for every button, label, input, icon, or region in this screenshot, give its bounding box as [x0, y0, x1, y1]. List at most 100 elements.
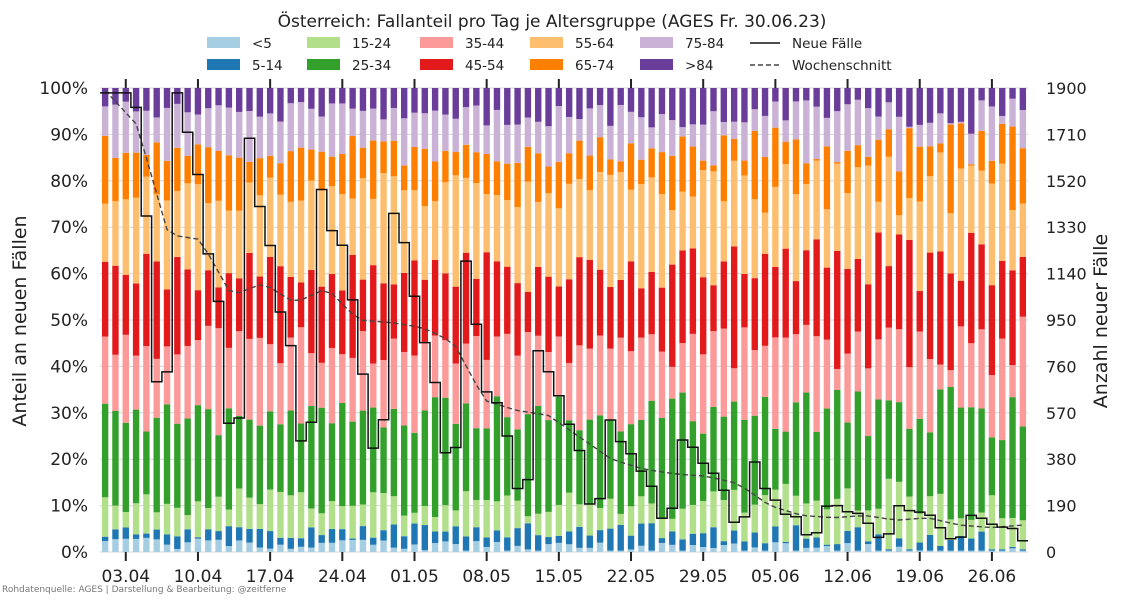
bar-segment-<5 [999, 550, 1006, 552]
bar-segment-25-34 [648, 400, 655, 504]
bar-segment->84 [978, 88, 985, 101]
bar-segment-25-34 [287, 410, 294, 496]
bar-segment-<5 [1009, 548, 1016, 552]
bar-segment-<5 [751, 547, 758, 552]
bar-segment-<5 [844, 543, 851, 552]
bar-segment-75-84 [823, 117, 831, 147]
bar-segment-75-84 [988, 106, 996, 161]
bar-segment-<5 [101, 540, 109, 552]
bar-segment-5-14 [308, 527, 315, 548]
bar-segment-<5 [163, 544, 171, 552]
bar-segment-45-54 [246, 252, 253, 339]
y2-tick-label: 0 [1046, 543, 1056, 562]
bar-segment-25-34 [926, 432, 934, 497]
bar-segment-15-24 [483, 500, 490, 538]
y-axis-label: Anteil an neuen Fällen [9, 215, 31, 426]
bar-segment-75-84 [926, 122, 934, 147]
bar-segment-35-44 [844, 353, 851, 423]
y2-tick-label: 1140 [1046, 265, 1087, 284]
bar-segment-35-44 [194, 340, 202, 406]
bar-segment-35-44 [359, 331, 367, 411]
bar-segment-35-44 [266, 344, 274, 412]
bar-segment-45-54 [514, 283, 521, 356]
bar-segment-55-64 [669, 210, 676, 265]
bar-segment-45-54 [999, 260, 1006, 339]
legend-swatch-75-84 [640, 37, 673, 48]
bar-segment-15-24 [143, 494, 150, 534]
bar-segment-<5 [834, 550, 841, 552]
bar-segment-45-54 [885, 266, 892, 328]
bar-segment-5-14 [205, 529, 212, 541]
bar-segment->84 [421, 88, 428, 114]
bar-segment-65-74 [328, 156, 336, 187]
bar-segment-65-74 [194, 144, 202, 185]
bar-segment-<5 [514, 545, 521, 552]
bar-segment-5-14 [916, 542, 923, 551]
bar-segment-35-44 [421, 341, 428, 411]
bar-segment-25-34 [741, 419, 748, 513]
bar-segment-45-54 [761, 253, 769, 346]
legend-swatch->84 [640, 59, 673, 70]
bar-segment-55-64 [730, 160, 738, 247]
x-tick-label: 01.05 [390, 567, 439, 587]
bar-segment-55-64 [473, 183, 480, 279]
bar-segment-75-84 [679, 127, 686, 137]
bar-segment-5-14 [700, 533, 707, 548]
bar-segment-75-84 [349, 108, 356, 137]
bar-segment-45-54 [813, 239, 820, 337]
bar-segment-<5 [462, 550, 470, 552]
bar-segment-55-64 [1009, 210, 1016, 271]
bar-segment-15-24 [689, 504, 697, 534]
bar-segment->84 [741, 88, 748, 123]
bar-segment-35-44 [968, 343, 975, 408]
y-tick-label: 10% [50, 497, 88, 517]
x-tick-label: 17.04 [246, 567, 295, 587]
bar-segment-15-24 [256, 504, 264, 529]
bar-segment-5-14 [988, 549, 996, 551]
bar-segment-45-54 [318, 286, 325, 363]
bar-segment-75-84 [864, 108, 872, 157]
bar-segment-15-24 [287, 495, 294, 538]
bar-segment-5-14 [483, 537, 490, 547]
bar-segment-25-34 [256, 425, 264, 505]
bar-segment-45-54 [937, 251, 944, 365]
bar-segment-75-84 [627, 111, 635, 144]
bar-segment-35-44 [349, 357, 356, 422]
bar-segment->84 [658, 88, 666, 114]
bar-segment-<5 [916, 550, 923, 552]
bar-segment-15-24 [730, 489, 738, 531]
bar-segment-5-14 [730, 530, 738, 544]
legend-swatch-35-44 [420, 37, 453, 48]
bar-segment-75-84 [174, 103, 181, 148]
bar-segment-45-54 [730, 246, 738, 369]
bar-segment-65-74 [205, 147, 212, 204]
x-tick-label: 08.05 [462, 567, 511, 587]
bar-segment-55-64 [101, 203, 109, 262]
bar-segment-45-54 [864, 284, 872, 369]
bar-segment-5-14 [844, 530, 851, 544]
bar-segment->84 [370, 88, 377, 109]
bar-segment-25-34 [535, 406, 542, 514]
bar-segment-75-84 [689, 124, 697, 147]
bar-segment-45-54 [370, 265, 377, 364]
bar-segment-45-54 [545, 276, 552, 353]
bar-segment-<5 [555, 542, 563, 552]
bar-segment-65-74 [689, 146, 697, 197]
bar-segment-55-64 [658, 194, 666, 288]
bar-segment->84 [143, 88, 150, 111]
bar-segment-75-84 [143, 110, 150, 155]
bar-segment->84 [648, 88, 655, 128]
bar-segment-25-34 [370, 407, 377, 493]
bar-segment-<5 [287, 548, 294, 552]
bar-segment-35-44 [926, 359, 934, 433]
bar-segment-25-34 [586, 419, 593, 504]
bar-segment-65-74 [462, 144, 470, 178]
bar-segment-55-64 [1019, 203, 1027, 257]
bar-segment-45-54 [782, 248, 789, 338]
bar-segment-65-74 [988, 160, 996, 184]
bar-segment-25-34 [679, 392, 686, 509]
bar-segment-35-44 [782, 337, 789, 432]
credit-text: Rohdatenquelle: AGES | Darstellung & Bea… [2, 585, 287, 595]
bar-segment-45-54 [452, 286, 459, 364]
bar-segment-25-34 [854, 391, 862, 511]
